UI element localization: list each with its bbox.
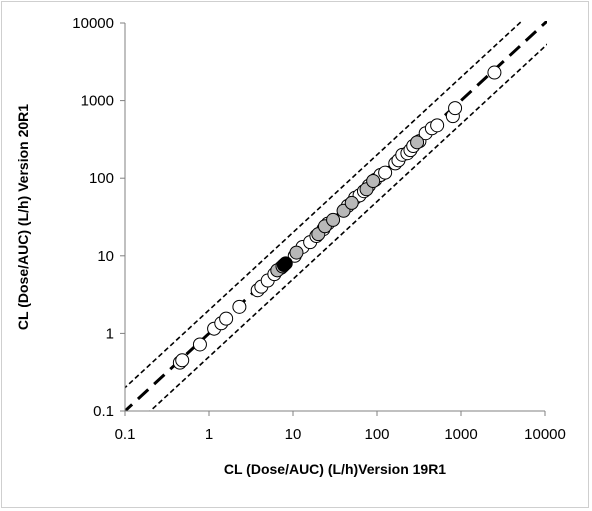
data-point	[378, 165, 393, 180]
data-point	[448, 101, 463, 116]
data-points	[172, 65, 502, 370]
data-point	[175, 353, 190, 368]
reference-line-2	[149, 43, 547, 411]
data-point	[192, 337, 207, 352]
data-point	[326, 212, 341, 227]
data-point	[430, 118, 445, 133]
y-tick-label: 1000	[81, 93, 114, 110]
data-point	[278, 256, 293, 271]
y-tick-label: 0.1	[93, 403, 114, 420]
y-tick-label: 1	[106, 325, 114, 342]
x-tick-label: 10	[285, 426, 302, 443]
y-axis-title: CL (Dose/AUC) (L/h) Version 20R1	[15, 104, 31, 330]
data-point	[366, 174, 381, 189]
y-tick-label: 100	[89, 170, 114, 187]
x-tick-label: 1	[205, 426, 213, 443]
data-point	[487, 65, 502, 80]
x-axis-ticks: 0.1 1 10 100 1000 10000	[115, 411, 566, 443]
data-point	[232, 299, 247, 314]
y-axis-ticks: 0.1 1 10 100 1000 10000	[72, 15, 125, 420]
x-tick-label: 0.1	[115, 426, 136, 443]
reference-line-1	[125, 21, 524, 389]
y-tick-label: 10	[97, 248, 114, 265]
y-tick-label: 10000	[72, 15, 114, 32]
x-tick-label: 1000	[444, 426, 477, 443]
axes	[124, 23, 545, 412]
x-axis-title: CL (Dose/AUC) (L/h)Version 19R1	[224, 461, 446, 477]
data-point	[219, 311, 234, 326]
data-point	[344, 195, 359, 210]
data-point	[410, 135, 425, 150]
x-tick-label: 100	[364, 426, 389, 443]
x-tick-label: 10000	[524, 426, 566, 443]
data-point	[289, 245, 304, 260]
